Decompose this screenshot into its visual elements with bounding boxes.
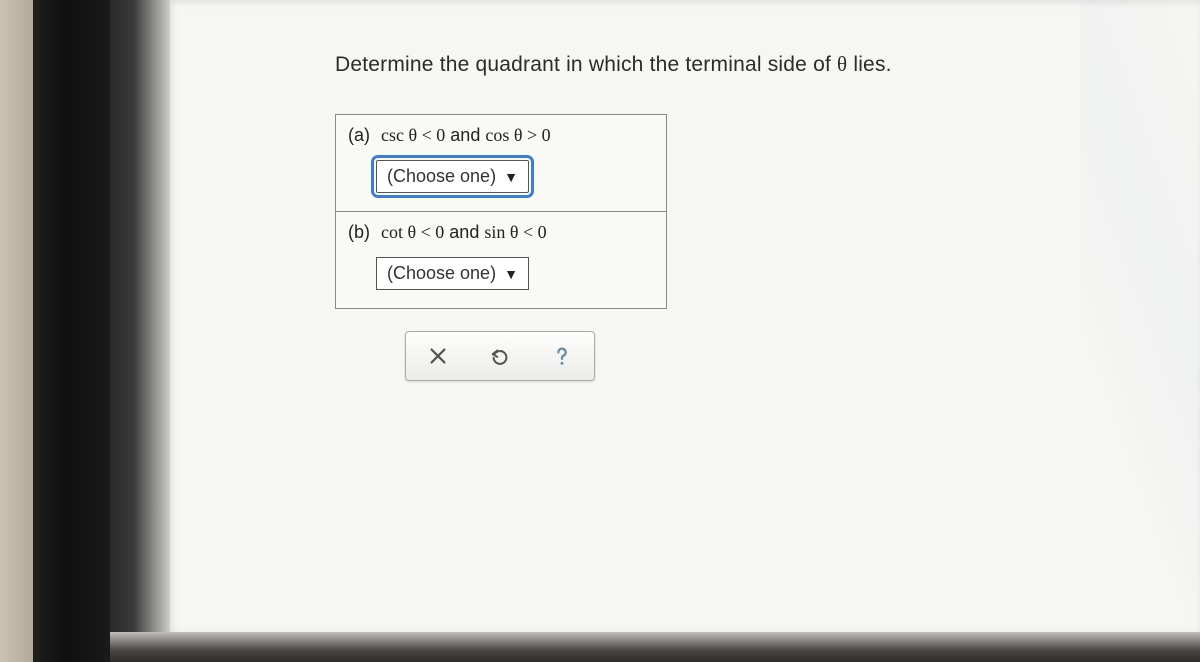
part-b-dropdown[interactable]: (Choose one) ▼: [376, 257, 529, 290]
part-a-dropdown-label: (Choose one): [387, 166, 496, 187]
part-b-expr-left: cot θ < 0: [381, 222, 444, 242]
part-b-dropdown-label: (Choose one): [387, 263, 496, 284]
part-b-tag: (b): [348, 222, 370, 242]
prompt-text-before: Determine the quadrant in which the term…: [335, 53, 837, 76]
device-bezel-inner: [110, 0, 170, 662]
device-bezel-bottom: [110, 632, 1200, 662]
prompt-text-after: lies.: [847, 53, 891, 76]
x-icon: [427, 345, 449, 367]
chevron-down-icon: ▼: [504, 169, 518, 185]
help-button[interactable]: [548, 342, 576, 370]
theta-symbol: θ: [837, 52, 847, 76]
screen-reflection: [1080, 0, 1200, 632]
answer-toolbar: [405, 331, 595, 381]
part-a: (a) csc θ < 0 and cos θ > 0 (Choose one)…: [336, 115, 666, 212]
question-prompt: Determine the quadrant in which the term…: [335, 50, 1095, 79]
screen-area: Determine the quadrant in which the term…: [170, 0, 1200, 632]
part-a-dropdown[interactable]: (Choose one) ▼: [376, 160, 529, 193]
question-content: Determine the quadrant in which the term…: [335, 50, 1095, 381]
part-b-conj: and: [449, 222, 479, 242]
device-bezel-left: [0, 0, 110, 662]
problem-box: (a) csc θ < 0 and cos θ > 0 (Choose one)…: [335, 114, 667, 309]
clear-button[interactable]: [424, 342, 452, 370]
chevron-down-icon: ▼: [504, 266, 518, 282]
part-a-expr-left: csc θ < 0: [381, 125, 445, 145]
part-b: (b) cot θ < 0 and sin θ < 0 (Choose one)…: [336, 212, 666, 308]
reset-button[interactable]: [486, 342, 514, 370]
part-a-tag: (a): [348, 125, 370, 145]
undo-icon: [489, 345, 511, 367]
question-icon: [551, 345, 573, 367]
part-b-expr-right: sin θ < 0: [484, 222, 546, 242]
part-a-expr-right: cos θ > 0: [485, 125, 550, 145]
part-a-label: (a) csc θ < 0 and cos θ > 0: [348, 125, 654, 146]
part-b-label: (b) cot θ < 0 and sin θ < 0: [348, 222, 654, 243]
part-a-conj: and: [450, 125, 480, 145]
